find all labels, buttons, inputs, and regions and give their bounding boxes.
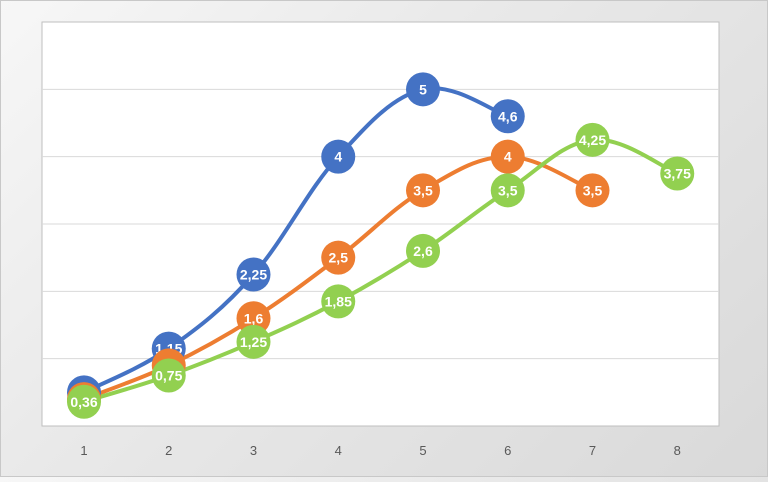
data-point-marker: [490, 139, 525, 174]
data-label: 3,5: [583, 182, 603, 198]
x-axis-ticks: 1 2 3 4 5 6 7 8: [80, 443, 680, 458]
data-label: 1,6: [244, 310, 264, 326]
data-point-marker: [151, 358, 186, 393]
data-label: 0,36: [70, 394, 97, 410]
data-point-marker: [236, 324, 271, 359]
x-tick-label: 3: [250, 443, 257, 458]
data-point-marker: [67, 384, 101, 419]
data-label: 5: [419, 81, 427, 97]
data-point-marker: [660, 156, 695, 191]
data-label: 3,75: [664, 166, 691, 182]
x-tick-label: 4: [335, 443, 342, 458]
data-label: 4,6: [498, 108, 518, 124]
data-label: 2,5: [329, 250, 349, 266]
data-point-marker: [236, 257, 271, 292]
data-label: 3,5: [413, 182, 433, 198]
data-point-marker: [321, 284, 356, 319]
data-label: 1,85: [325, 293, 352, 309]
x-tick-label: 1: [80, 443, 87, 458]
data-point-marker: [490, 173, 525, 208]
x-tick-label: 2: [165, 443, 172, 458]
data-point-marker: [236, 301, 271, 336]
data-point-marker: [406, 233, 440, 268]
data-point-marker: [575, 122, 610, 157]
data-point-marker: [575, 173, 610, 208]
data-point-marker: [321, 139, 356, 174]
x-tick-label: 6: [504, 443, 511, 458]
data-label: 2,6: [413, 243, 433, 259]
data-label: 4: [334, 149, 342, 165]
data-label: 0,75: [155, 368, 182, 384]
data-label: 4: [504, 149, 512, 165]
data-label: 3,5: [498, 182, 518, 198]
data-label: 1,25: [240, 334, 267, 350]
data-point-marker: [406, 173, 440, 208]
data-label: 4,25: [579, 132, 606, 148]
x-tick-label: 7: [589, 443, 596, 458]
data-point-marker: [490, 99, 525, 134]
data-point-marker: [406, 72, 440, 107]
data-label: 2,25: [240, 267, 267, 283]
x-tick-label: 8: [674, 443, 681, 458]
data-point-marker: [321, 240, 356, 275]
data-markers: 0,51,152,25454,60,40,91,62,53,543,50,360…: [67, 72, 695, 419]
x-tick-label: 5: [419, 443, 426, 458]
